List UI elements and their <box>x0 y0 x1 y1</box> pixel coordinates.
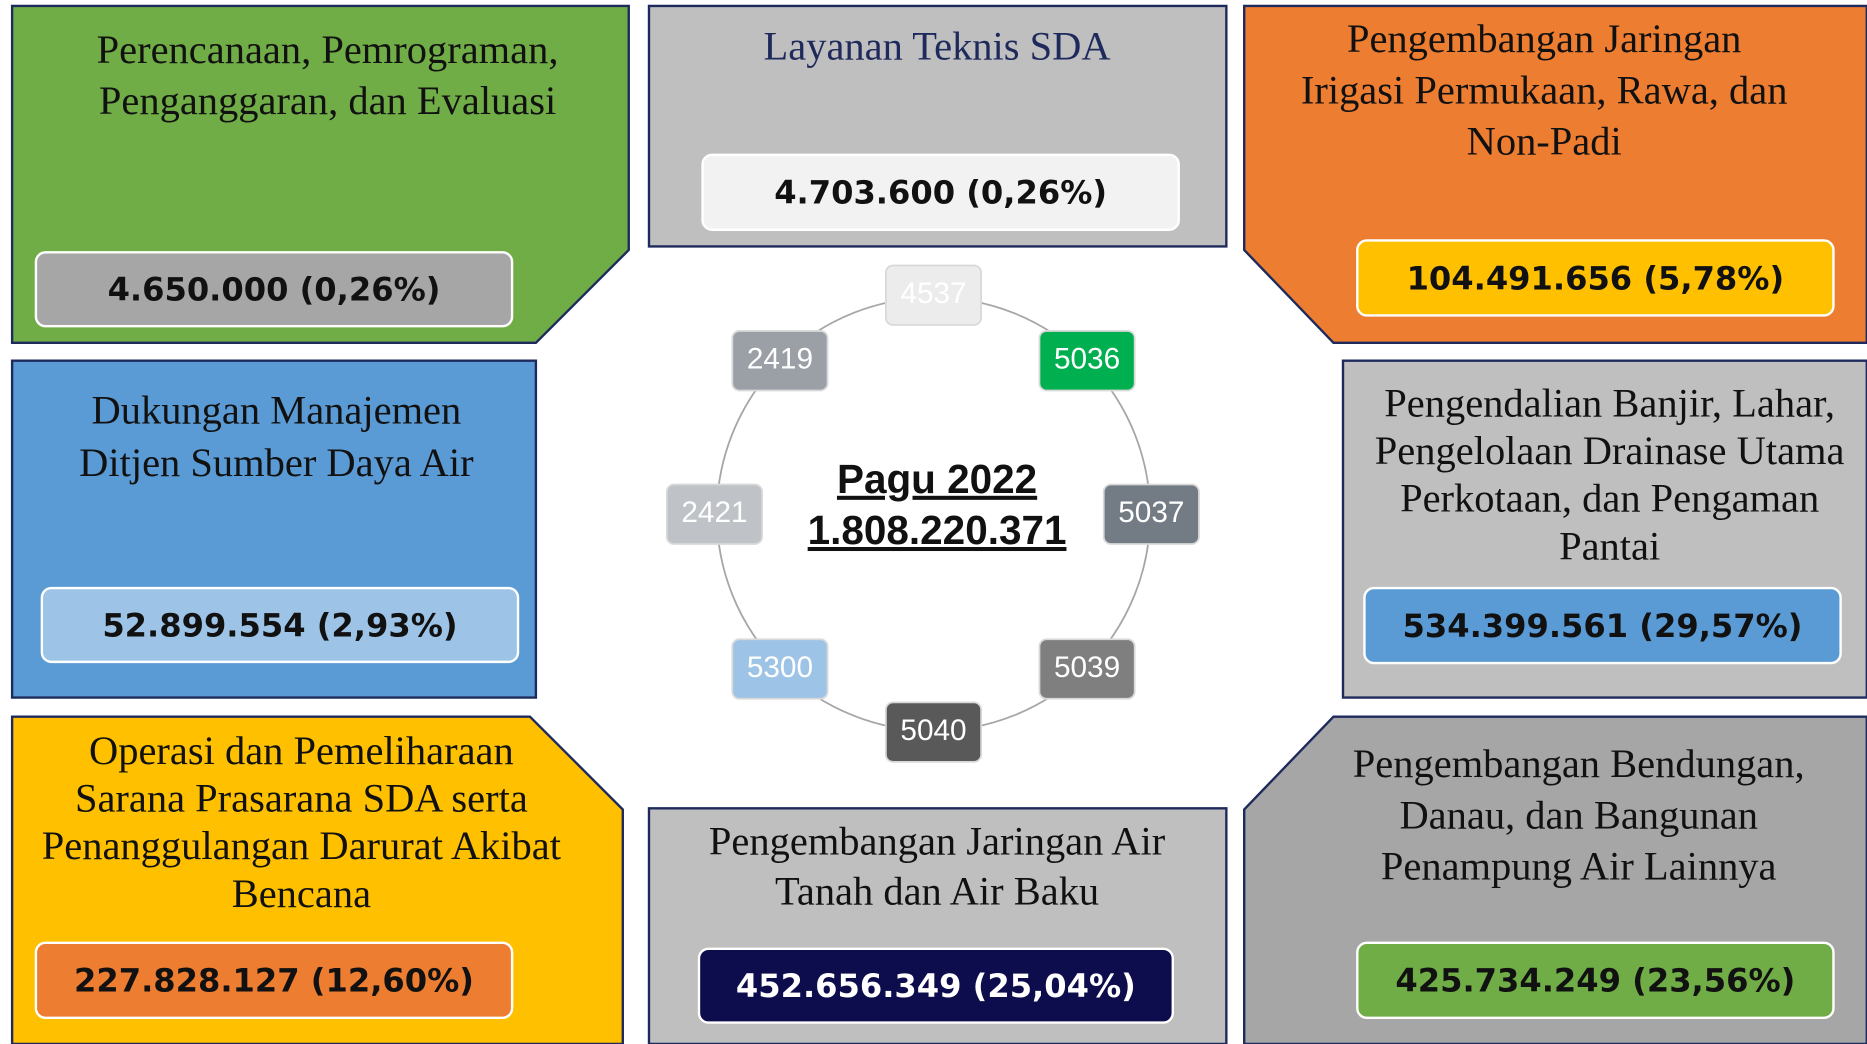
panel-title: Penampung Air Lainnya <box>1381 843 1777 888</box>
panel-value: 425.734.249 (23,56%) <box>1395 962 1795 1000</box>
panel-title: Bencana <box>232 871 371 916</box>
panel-title: Irigasi Permukaan, Rawa, dan <box>1301 67 1788 112</box>
value-box <box>1356 941 1835 1020</box>
panel-value: 227.828.127 (12,60%) <box>74 962 474 1000</box>
panel-title: Penganggaran, dan Evaluasi <box>99 78 556 123</box>
panel-title: Dukungan Manajemen <box>92 388 462 433</box>
node <box>665 483 763 545</box>
panel-title: Perkotaan, dan Pengaman <box>1400 476 1819 521</box>
node-code: 4537 <box>900 277 966 310</box>
panel-title: Ditjen Sumber Daya Air <box>79 440 474 485</box>
node-code: 5036 <box>1054 343 1120 376</box>
panel-title: Pengendalian Banjir, Lahar, <box>1384 380 1835 425</box>
panel-title: Non-Padi <box>1467 119 1622 164</box>
panel-title: Tanah dan Air Baku <box>775 868 1099 913</box>
panel-title: Sarana Prasarana SDA serta <box>75 776 528 821</box>
node <box>1038 330 1136 392</box>
panel-value: 104.491.656 (5,78%) <box>1407 259 1785 297</box>
panel-value: 4.650.000 (0,26%) <box>108 271 441 309</box>
panel-title: Pengembangan Jaringan Air <box>709 818 1166 863</box>
value-box <box>34 251 514 328</box>
panel-title: Pengembangan Jaringan <box>1347 16 1741 61</box>
panel-title: Operasi dan Pemeliharaan <box>89 728 514 773</box>
node-code: 2419 <box>747 343 813 376</box>
value-box <box>697 947 1174 1024</box>
center-title: Pagu 2022 <box>837 456 1037 502</box>
panel-value: 52.899.554 (2,93%) <box>102 606 457 644</box>
node-code: 2421 <box>681 496 747 529</box>
value-box <box>1356 239 1835 317</box>
node-code: 5040 <box>900 714 966 747</box>
panel-title: Pengelolaan Drainase Utama <box>1375 428 1845 473</box>
value-box <box>34 941 514 1020</box>
node <box>731 330 829 392</box>
node-code: 5300 <box>747 651 813 684</box>
node <box>1038 638 1136 700</box>
node-code: 5039 <box>1054 651 1120 684</box>
panel-title: Pantai <box>1559 523 1660 568</box>
node <box>884 264 983 326</box>
panel-value: 534.399.561 (29,57%) <box>1403 607 1803 645</box>
value-box <box>40 586 520 664</box>
value-box <box>1363 586 1842 665</box>
node <box>884 701 983 763</box>
node-code: 5037 <box>1118 496 1184 529</box>
node <box>731 638 829 700</box>
node <box>1102 483 1200 545</box>
panel-title: Penanggulangan Darurat Akibat <box>42 823 561 868</box>
panel-title: Layanan Teknis SDA <box>764 23 1111 68</box>
panel-title: Pengembangan Bendungan, <box>1353 741 1805 786</box>
center-total: 1.808.220.371 <box>808 507 1067 553</box>
panel-title: Danau, dan Bangunan <box>1399 792 1758 837</box>
panel-value: 452.656.349 (25,04%) <box>736 967 1136 1005</box>
value-box <box>701 153 1180 231</box>
panel-title: Perencanaan, Pemrograman, <box>97 27 559 72</box>
panel-value: 4.703.600 (0,26%) <box>774 174 1107 212</box>
